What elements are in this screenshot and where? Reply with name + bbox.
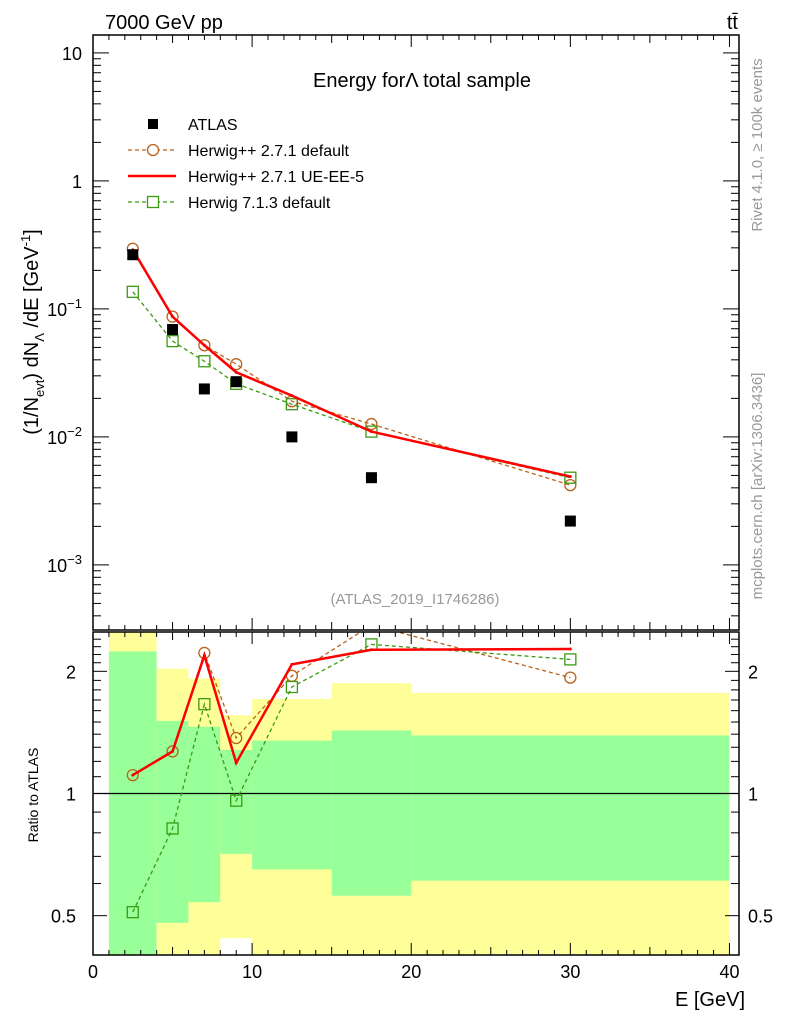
x-tick-label: 10 (242, 962, 262, 982)
main-atlas-point (365, 472, 377, 484)
y-tick-label: 1 (72, 172, 82, 192)
main-series (126, 242, 577, 527)
band-1sigma (156, 720, 189, 923)
ratio-y-tick-label-left: 0.5 (51, 907, 76, 927)
ratio-y-tick-label-right: 1 (748, 785, 758, 805)
ratio-herwig7-default-point (198, 698, 211, 711)
main-herwigpp-default-point (365, 417, 378, 431)
legend-label-herwigpp-default: Herwig++ 2.7.1 default (188, 143, 350, 160)
ratio-herwigpp-default-point (126, 768, 139, 782)
mcplots-reference-text: mcplots.cern.ch [arXiv:1306.3436] (749, 373, 766, 600)
ylabel-sub-lambda: Λ (32, 333, 47, 342)
main-herwig7-default-point (198, 355, 211, 368)
main-herwigpp-default-point (564, 478, 577, 492)
main-atlas-point (286, 431, 298, 443)
ratio-herwigpp-default-point (230, 731, 243, 745)
legend-label-herwig7-default: Herwig 7.1.3 default (188, 195, 331, 212)
main-atlas-point (564, 515, 576, 527)
ylabel-part: (1/N (21, 397, 43, 435)
ratio-herwigpp-ueee5-point (369, 648, 373, 652)
x-tick-label: 0 (88, 962, 98, 982)
analysis-id: (ATLAS_2019_I1746286) (330, 591, 499, 608)
ratio-herwigpp-ueee5-point (171, 749, 175, 753)
main-herwig7-default-point (285, 398, 299, 411)
ylabel-part: /dE [GeV (21, 246, 43, 333)
legend: ATLAS Herwig++ 2.7.1 default Herwig++ 2.… (128, 117, 364, 212)
main-herwigpp-default-point (166, 310, 179, 323)
chart-title: Energy forΛ total sample (313, 70, 531, 92)
main-herwigpp-ueee5-point (202, 343, 206, 347)
main-herwigpp-ueee5-point (171, 315, 175, 319)
band-1sigma (188, 726, 221, 903)
ratio-y-tick-label-right: 0.5 (748, 907, 773, 927)
ratio-y-tick-label-left: 1 (66, 785, 76, 805)
ratio-y-tick-label-left: 2 (66, 662, 76, 682)
main-herwig7-default-point (564, 471, 577, 484)
main-atlas-point (127, 249, 139, 261)
band-1sigma (252, 740, 332, 870)
main-herwigpp-default-point (198, 339, 211, 352)
header-left: 7000 GeV pp (105, 12, 223, 34)
ratio-series (126, 620, 577, 919)
legend-marker-atlas (148, 119, 158, 129)
main-herwigpp-default-point (230, 358, 243, 371)
band-1sigma (411, 735, 730, 881)
main-plot-frame (92, 34, 740, 631)
ratio-herwig7-default-point (166, 822, 179, 835)
x-tick-label: 30 (560, 962, 580, 982)
ratio-herwigpp-ueee5-point (290, 662, 294, 666)
main-atlas-point (167, 324, 179, 336)
x-axis-label: E [GeV] (675, 989, 745, 1011)
ylabel-sup: -1 (18, 235, 33, 247)
ratio-herwigpp-default-point (564, 671, 577, 684)
ratio-herwig7-default-point (230, 794, 243, 807)
y-tick-label: 10−3 (47, 552, 82, 576)
y-tick-label: 10 (62, 44, 82, 64)
legend-label-atlas: ATLAS (188, 117, 238, 134)
legend-marker-herwigpp-default (146, 143, 160, 157)
ylabel-sub-evt: evt (32, 379, 47, 397)
band-1sigma (108, 651, 157, 955)
ratio-herwigpp-default-line (132, 632, 571, 776)
ratio-herwigpp-default-point (366, 620, 377, 631)
ylabel-part: ] (21, 229, 43, 235)
ratio-herwig7-default-line (132, 643, 571, 913)
x-tick-label: 20 (401, 962, 421, 982)
ratio-herwig7-default-point (564, 653, 577, 666)
axes: 0 10 20 30 40 10 1 10−1 10−2 10−3 2 2 1 1 0.5 0.5 (47, 34, 773, 982)
x-tick-label: 40 (719, 962, 739, 982)
main-herwigpp-ueee5-point (290, 394, 294, 398)
ratio-y-axis-label: Ratio to ATLAS (25, 748, 41, 843)
ratio-herwig7-default-point (285, 680, 299, 694)
header-right: tt̄ (727, 12, 739, 34)
main-atlas-point (230, 376, 242, 388)
y-tick-label: 10−2 (47, 424, 82, 448)
ratio-herwigpp-ueee5-point (234, 761, 238, 765)
main-herwigpp-ueee5-point (568, 475, 572, 479)
rivet-version-text: Rivet 4.1.0, ≥ 100k events (749, 58, 766, 231)
main-herwigpp-ueee5-point (369, 430, 373, 434)
legend-marker-herwig7-default (146, 195, 160, 209)
ratio-herwigpp-ueee5-point (568, 647, 572, 651)
main-herwig7-default-point (166, 334, 179, 348)
main-herwig7-default-point (126, 285, 139, 298)
ratio-herwig7-default-point (126, 906, 139, 919)
main-herwig7-default-line (132, 291, 571, 479)
ylabel-part: ) dN (21, 342, 43, 380)
ratio-y-tick-label-right: 2 (748, 662, 758, 682)
y-axis-label: (1/Nevt) dNΛ /dE [GeV-1] (18, 229, 47, 434)
main-atlas-point (198, 383, 210, 395)
ratio-herwigpp-ueee5-point (131, 773, 135, 777)
ratio-herwigpp-default-point (166, 745, 179, 758)
ratio-herwigpp-ueee5-point (202, 653, 206, 657)
ratio-uncertainty-bands (93, 632, 739, 955)
y-tick-label: 10−1 (47, 296, 82, 320)
main-herwigpp-ueee5-point (234, 370, 238, 374)
legend-label-herwigpp-ueee5: Herwig++ 2.7.1 UE-EE-5 (188, 169, 364, 186)
band-1sigma (331, 730, 412, 896)
